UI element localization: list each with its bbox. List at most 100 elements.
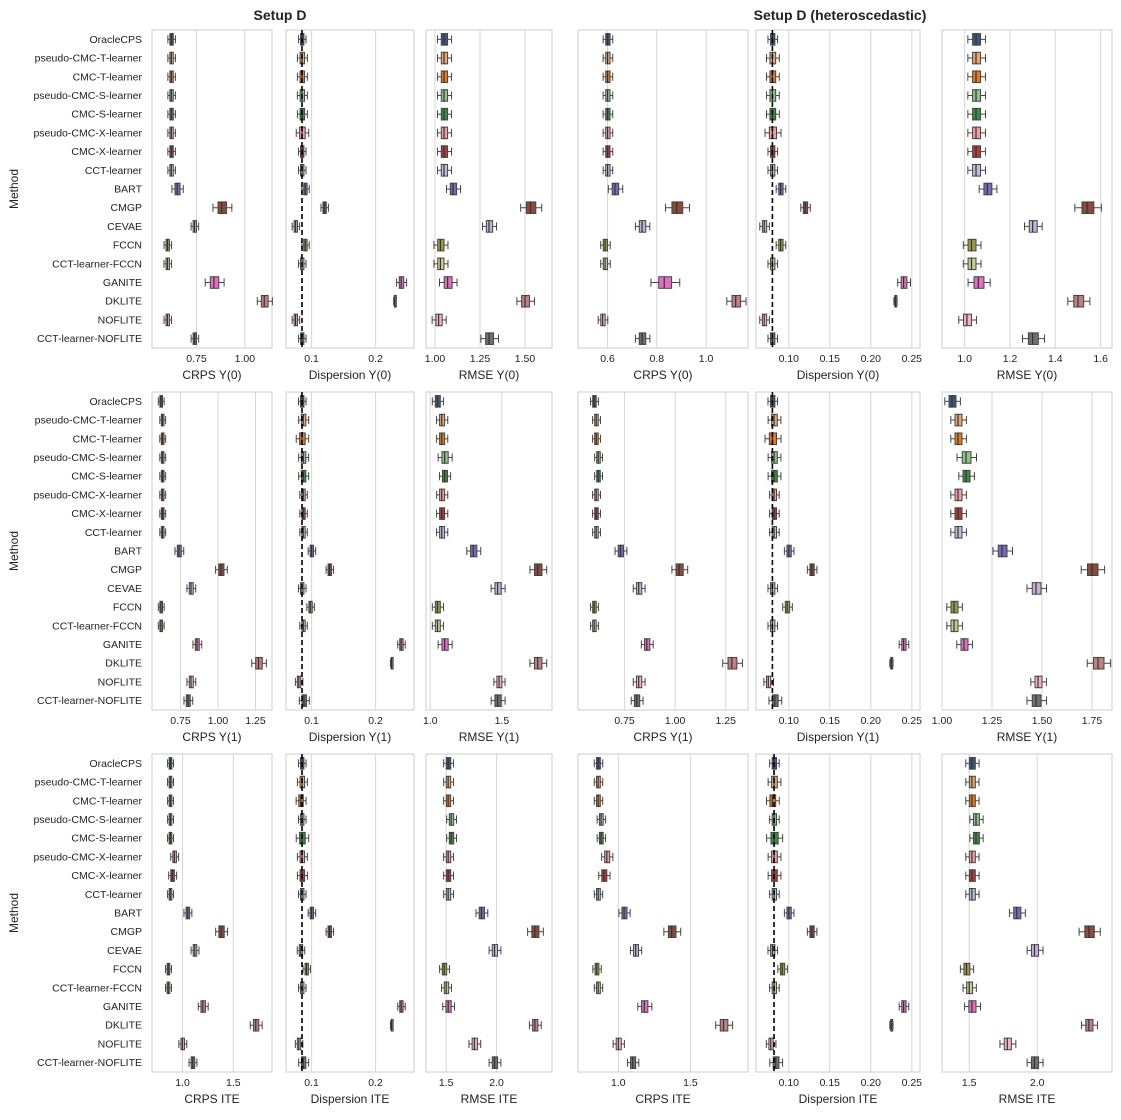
x-axis-label: CRPS Y(1): [182, 730, 241, 744]
panel: 1.0 1.5 CRPS ITE: [151, 753, 273, 1106]
x-tick-label: 0.6: [600, 353, 615, 365]
method-label: CCT-learner: [85, 165, 143, 177]
x-tick-label: 1.0: [175, 1077, 190, 1089]
x-axis-label: Dispersion Y(1): [797, 730, 879, 744]
box-cct-learner-noflite: [1027, 332, 1039, 345]
x-axis-label: Dispersion Y(0): [309, 368, 391, 382]
method-label: pseudo-CMC-T-learner: [35, 415, 143, 427]
panel-frame: [577, 391, 749, 711]
method-label: NOFLITE: [98, 1038, 142, 1050]
box-dklite: [731, 294, 742, 308]
method-label: CMC-S-learner: [71, 833, 142, 845]
box-pseudo-cmc-s-learner: [961, 451, 972, 464]
panel: 1.0 1.2 1.4 1.6 RMSE Y(0): [941, 29, 1113, 382]
panel: 0.10 0.15 0.20 0.25 Dispersion ITE: [755, 753, 922, 1106]
x-tick-label: 0.10: [779, 353, 800, 365]
panel: 0.10 0.15 0.20 0.25 Dispersion Y(0): [755, 29, 922, 382]
x-tick-label: 0.1: [304, 715, 319, 727]
method-label: CCT-learner-FCCN: [52, 982, 142, 994]
y-axis-label: Method: [7, 169, 21, 209]
panel: 0.1 0.2 Dispersion Y(0): [285, 29, 415, 382]
box-cmgp: [1081, 201, 1095, 215]
x-tick-label: 2.0: [489, 1077, 504, 1089]
method-label: CCT-learner-NOFLITE: [37, 695, 142, 707]
box-cmgp: [217, 201, 228, 215]
method-label: DKLITE: [105, 1020, 142, 1032]
x-axis-label: Dispersion ITE: [311, 1092, 390, 1106]
method-label: CMC-S-learner: [71, 471, 142, 483]
x-tick-label: 0.2: [368, 353, 383, 365]
box-bart: [997, 544, 1008, 558]
box-cevae: [1031, 582, 1042, 595]
panel: 0.10 0.15 0.20 0.25 Dispersion Y(1): [755, 391, 922, 744]
method-label: CMC-X-learner: [71, 146, 142, 158]
method-label: CCT-learner-FCCN: [52, 620, 142, 632]
x-tick-label: 1.00: [208, 715, 229, 727]
x-tick-label: 1.00: [932, 715, 953, 727]
x-tick-label: 2.0: [1030, 1077, 1045, 1089]
method-label: BART: [114, 184, 142, 196]
x-tick-label: 1.5: [439, 1077, 454, 1089]
method-label: GANITE: [103, 639, 142, 651]
x-axis-label: RMSE Y(1): [459, 730, 519, 744]
method-label: pseudo-CMC-S-learner: [33, 90, 142, 102]
method-label: CCT-learner-NOFLITE: [37, 1057, 142, 1069]
x-tick-label: 0.15: [820, 715, 841, 727]
method-label: CCT-learner: [85, 889, 143, 901]
method-label: NOFLITE: [98, 676, 142, 688]
panel: 0.75 1.00 CRPS Y(0): [151, 29, 273, 382]
x-tick-label: 1.4: [1048, 353, 1063, 365]
method-label: CMC-X-learner: [71, 870, 142, 882]
x-tick-label: 0.8: [650, 353, 665, 365]
x-tick-label: 1.75: [1082, 715, 1103, 727]
x-tick-label: 0.1: [304, 1077, 319, 1089]
method-label: CCT-learner-NOFLITE: [37, 333, 142, 345]
panel: 0.1 0.2 Dispersion Y(1): [285, 391, 415, 744]
panel: 1.5 2.0 RMSE ITE: [941, 753, 1113, 1106]
x-tick-label: 0.15: [820, 353, 841, 365]
x-axis-label: CRPS Y(0): [633, 368, 692, 382]
box-dklite: [1073, 294, 1085, 308]
x-tick-label: 0.2: [368, 715, 383, 727]
panel: 1.5 2.0 RMSE ITE: [425, 753, 553, 1106]
x-tick-label: 0.15: [820, 1077, 841, 1089]
method-label: OracleCPS: [89, 396, 142, 408]
setup-d-heteroscedastic-title: Setup D (heteroscedastic): [754, 7, 927, 23]
x-tick-label: 1.50: [515, 353, 536, 365]
panel: 0.75 1.00 1.25 CRPS Y(1): [151, 391, 273, 744]
x-axis-label: Dispersion Y(1): [309, 730, 391, 744]
panel-frame: [285, 753, 415, 1073]
x-tick-label: 0.20: [861, 353, 882, 365]
box-dklite: [727, 656, 738, 670]
method-label: CEVAE: [107, 221, 142, 233]
x-tick-label: 0.75: [186, 353, 207, 365]
x-axis-label: RMSE ITE: [461, 1092, 518, 1106]
method-label: FCCN: [113, 964, 142, 976]
x-tick-label: 0.20: [861, 715, 882, 727]
box-ganite: [209, 276, 220, 289]
method-label: OracleCPS: [89, 34, 142, 46]
method-label: pseudo-CMC-X-learner: [33, 851, 142, 863]
method-label: CMC-T-learner: [73, 795, 143, 807]
x-axis-label: Dispersion ITE: [799, 1092, 878, 1106]
method-label: GANITE: [103, 277, 142, 289]
x-tick-label: 1.5: [495, 715, 510, 727]
method-label: CMGP: [111, 926, 143, 938]
method-label: CCT-learner-FCCN: [52, 258, 142, 270]
box-cmgp: [1084, 925, 1095, 939]
panel: 0.75 1.00 1.25 CRPS Y(1): [577, 391, 749, 744]
x-tick-label: 1.5: [683, 1077, 698, 1089]
x-axis-label: RMSE ITE: [999, 1092, 1056, 1106]
panel: 0.6 0.8 1.0 CRPS Y(0): [577, 29, 749, 382]
method-label: DKLITE: [105, 658, 142, 670]
panel-frame: [151, 391, 273, 711]
panel: 0.1 0.2 Dispersion ITE: [285, 753, 415, 1106]
setup-d-title: Setup D: [254, 7, 307, 23]
panel: 1.0 1.5 RMSE Y(1): [423, 391, 553, 744]
box-cct-learner-noflite: [1031, 694, 1042, 707]
x-tick-label: 1.5: [962, 1077, 977, 1089]
panel: 1.00 1.25 1.50 1.75 RMSE Y(1): [932, 391, 1113, 744]
x-tick-label: 1.25: [245, 715, 266, 727]
x-tick-label: 1.0: [423, 715, 438, 727]
